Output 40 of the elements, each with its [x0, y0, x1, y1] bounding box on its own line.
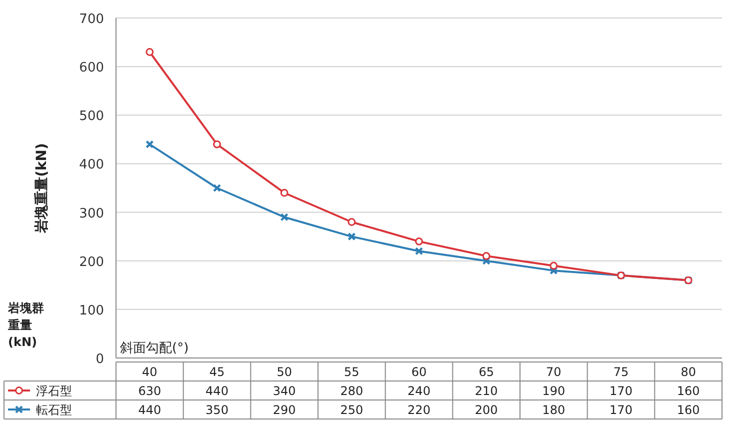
y-tick-label: 600 [79, 60, 104, 76]
y-tick-label: 500 [79, 109, 104, 124]
data-label: 350 [206, 403, 228, 417]
x-tick-label: 65 [478, 365, 494, 379]
data-label: 440 [206, 384, 228, 398]
x-tick-label: 60 [411, 365, 427, 379]
y-tick-label: 100 [79, 303, 104, 318]
legend-label: 浮石型 [36, 384, 72, 398]
data-label: 220 [408, 403, 430, 417]
y-axis-title: 岩塊重量(kN) [34, 143, 50, 234]
data-label: 160 [676, 384, 700, 398]
data-label: 440 [138, 403, 162, 417]
y-tick-label: 300 [79, 206, 104, 222]
data-label: 160 [676, 403, 700, 417]
x-axis-title: 斜面勾配(°) [120, 341, 189, 356]
data-label: 180 [542, 403, 566, 417]
data-label: 290 [272, 403, 296, 417]
legend-label: 転石型 [36, 403, 72, 417]
x-tick-label: 50 [276, 365, 292, 379]
data-label: 210 [474, 384, 498, 398]
text: 岩塊群重量(kN) [7, 301, 44, 349]
data-label: 280 [340, 384, 364, 398]
x-tick-label: 40 [142, 365, 158, 379]
x-tick-label: 70 [546, 365, 562, 379]
x-tick-label: 75 [613, 365, 629, 379]
data-label: 250 [340, 403, 364, 417]
data-label: 340 [272, 384, 296, 398]
x-tick-label: 80 [680, 365, 696, 379]
data-label: 200 [474, 403, 498, 417]
x-tick-label: 45 [209, 365, 225, 379]
y-tick-label: 700 [79, 12, 104, 27]
data-label: 190 [542, 384, 566, 398]
data-label: 630 [138, 384, 162, 398]
y-tick-label: 400 [79, 158, 104, 173]
x-tick-label: 55 [344, 365, 360, 379]
data-label: 170 [610, 403, 632, 417]
data-label: 170 [610, 384, 632, 398]
data-label: 240 [408, 384, 430, 398]
y-tick-label: 200 [79, 254, 104, 270]
y-tick-label: 0 [96, 352, 104, 367]
